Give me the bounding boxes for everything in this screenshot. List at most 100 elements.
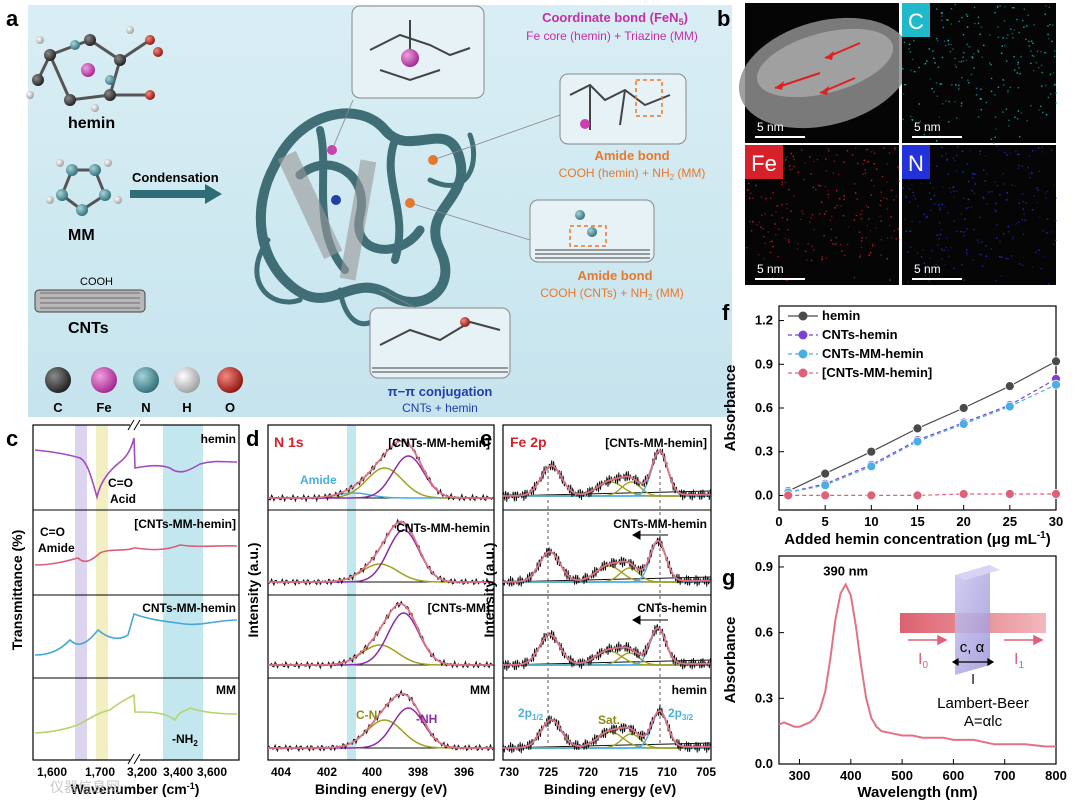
eds-element-label: C bbox=[908, 9, 924, 34]
f-xtick: 5 bbox=[822, 514, 829, 529]
legend-o: O bbox=[225, 400, 235, 415]
f-point bbox=[912, 436, 923, 447]
xps-component bbox=[268, 563, 493, 583]
c-ann-co-acid-1: C=O bbox=[108, 476, 133, 490]
f-point bbox=[958, 489, 969, 499]
amide-bond-2-desc: COOH (CNTs) + NH2 (MM) bbox=[540, 286, 683, 302]
panel-g: g 300 400 500 600 700 800 0.0 0.3 0.6 0.9 Absorban… bbox=[722, 555, 1067, 801]
legend-n: N bbox=[141, 400, 150, 415]
panel-a: a hemin MM Condensation bbox=[6, 5, 732, 417]
f-xtick: 0 bbox=[775, 514, 782, 529]
f-legend-marker bbox=[798, 311, 808, 321]
label-equation: A=αlc bbox=[964, 713, 1003, 730]
d-xtick-396: 396 bbox=[454, 765, 474, 779]
f-point bbox=[912, 490, 923, 501]
e-shift-arrows bbox=[631, 530, 668, 625]
c-xtick-3200: 3,200 bbox=[127, 765, 157, 779]
f-point bbox=[1004, 401, 1015, 412]
xps-fit bbox=[268, 693, 493, 749]
f-point bbox=[958, 419, 969, 429]
f-point bbox=[866, 490, 877, 501]
d-ann-nh: -NH bbox=[416, 712, 437, 726]
d-xtick-402: 402 bbox=[317, 765, 337, 779]
f-point bbox=[1004, 381, 1015, 392]
leader-lines bbox=[331, 99, 561, 311]
f-ylabel: Absorbance bbox=[722, 365, 739, 452]
d-ann-cn: C-N bbox=[356, 708, 377, 722]
label-cooh: COOH bbox=[80, 276, 113, 288]
hemin-molecule-icon bbox=[26, 26, 163, 112]
d-xlabel: Binding energy (eV) bbox=[315, 781, 447, 797]
f-point bbox=[866, 461, 877, 472]
legend-h: H bbox=[182, 400, 191, 415]
coord-bond-desc: Fe core (hemin) + Triazine (MM) bbox=[526, 29, 698, 43]
e-xtick-710: 710 bbox=[657, 765, 677, 779]
f-ytick: 0.0 bbox=[755, 487, 773, 502]
g-ytick: 0.6 bbox=[755, 625, 773, 640]
beam-arrows bbox=[908, 634, 1044, 646]
e-xtick-720: 720 bbox=[578, 765, 598, 779]
d-axes bbox=[267, 424, 495, 761]
watermark: 仪器信息网 bbox=[50, 779, 120, 795]
amide-2-n-icon bbox=[575, 210, 585, 220]
xps-fit bbox=[268, 439, 493, 499]
f-xtick: 20 bbox=[956, 514, 970, 529]
fe-core-icon bbox=[401, 49, 419, 67]
pipi-desc: CNTs + hemin bbox=[402, 401, 478, 415]
g-xtick: 800 bbox=[1045, 768, 1067, 783]
label-hemin: hemin bbox=[68, 115, 115, 132]
g-xlabel: Wavelength (nm) bbox=[857, 784, 977, 801]
f-legend-marker bbox=[798, 368, 808, 378]
label-i0: I0 bbox=[918, 651, 928, 671]
g-xtick: 600 bbox=[943, 768, 965, 783]
c-ann-co-amide-1: C=O bbox=[40, 525, 65, 539]
f-legend-label: hemin bbox=[822, 308, 860, 323]
panel-label-f: f bbox=[722, 300, 730, 325]
label-lambert-beer: Lambert-Beer bbox=[937, 695, 1029, 712]
scale-bar-label: 5 nm bbox=[914, 120, 941, 134]
pipi-title: π−π conjugation bbox=[388, 384, 493, 399]
scale-bar-label: 5 nm bbox=[757, 262, 784, 276]
iron-atom-icon bbox=[91, 367, 117, 393]
c-xtick-3600: 3,600 bbox=[197, 765, 227, 779]
nitrogen-atom-icon bbox=[133, 367, 159, 393]
f-ytick: 0.6 bbox=[755, 400, 773, 415]
d-band-cyan bbox=[347, 425, 356, 760]
e-xtick-725: 725 bbox=[538, 765, 558, 779]
eds-label-box bbox=[902, 3, 930, 37]
xps-fit bbox=[503, 450, 711, 497]
panel-f: f 0 5 10 15 20 25 30 0.0 0.3 0.6 0.9 1.2 Absorbance A… bbox=[722, 300, 1063, 548]
f-xlabel: Added hemin concentration (μg mL-1) bbox=[784, 530, 1050, 548]
c-trace-cnts-mm-hemin-bracket bbox=[34, 544, 238, 566]
inset-pi-pi bbox=[369, 307, 511, 379]
amide-bond-1-desc: COOH (hemin) + NH2 (MM) bbox=[559, 166, 706, 182]
amide-bond-1-title: Amide bond bbox=[594, 148, 669, 163]
f-ytick: 0.9 bbox=[755, 356, 773, 371]
f-point bbox=[866, 446, 877, 457]
label-c-alpha: c, α bbox=[960, 639, 985, 656]
c-axis-break-icon bbox=[127, 419, 141, 765]
f-legend-marker bbox=[798, 330, 808, 340]
c-axes bbox=[32, 424, 240, 761]
e-title: Fe 2p bbox=[510, 434, 547, 450]
oxygen-atom-icon bbox=[217, 367, 243, 393]
g-xtick: 700 bbox=[994, 768, 1016, 783]
g-ytick: 0.9 bbox=[755, 559, 773, 574]
c-xtick-1700: 1,700 bbox=[85, 765, 115, 779]
c-trace-cnts-mm-hemin bbox=[34, 612, 238, 656]
f-ytick: 1.2 bbox=[755, 313, 773, 328]
d-xtick-400: 400 bbox=[362, 765, 382, 779]
e-xtick-715: 715 bbox=[618, 765, 638, 779]
f-point bbox=[783, 490, 794, 501]
c-xlabel: Wavenumber (cm-1) bbox=[71, 781, 200, 797]
g-peak-label: 390 nm bbox=[823, 564, 868, 579]
c-ann-co-acid-2: Acid bbox=[110, 492, 136, 506]
f-legend-label: CNTs-MM-hemin bbox=[822, 346, 924, 361]
panel-label-b: b bbox=[717, 6, 730, 31]
panel-label-d: d bbox=[246, 426, 259, 451]
xps-component bbox=[268, 719, 493, 749]
f-xtick: 25 bbox=[1003, 514, 1017, 529]
label-mm: MM bbox=[68, 227, 95, 244]
eds-element-label: N bbox=[908, 151, 924, 176]
xps-fit bbox=[503, 626, 711, 666]
